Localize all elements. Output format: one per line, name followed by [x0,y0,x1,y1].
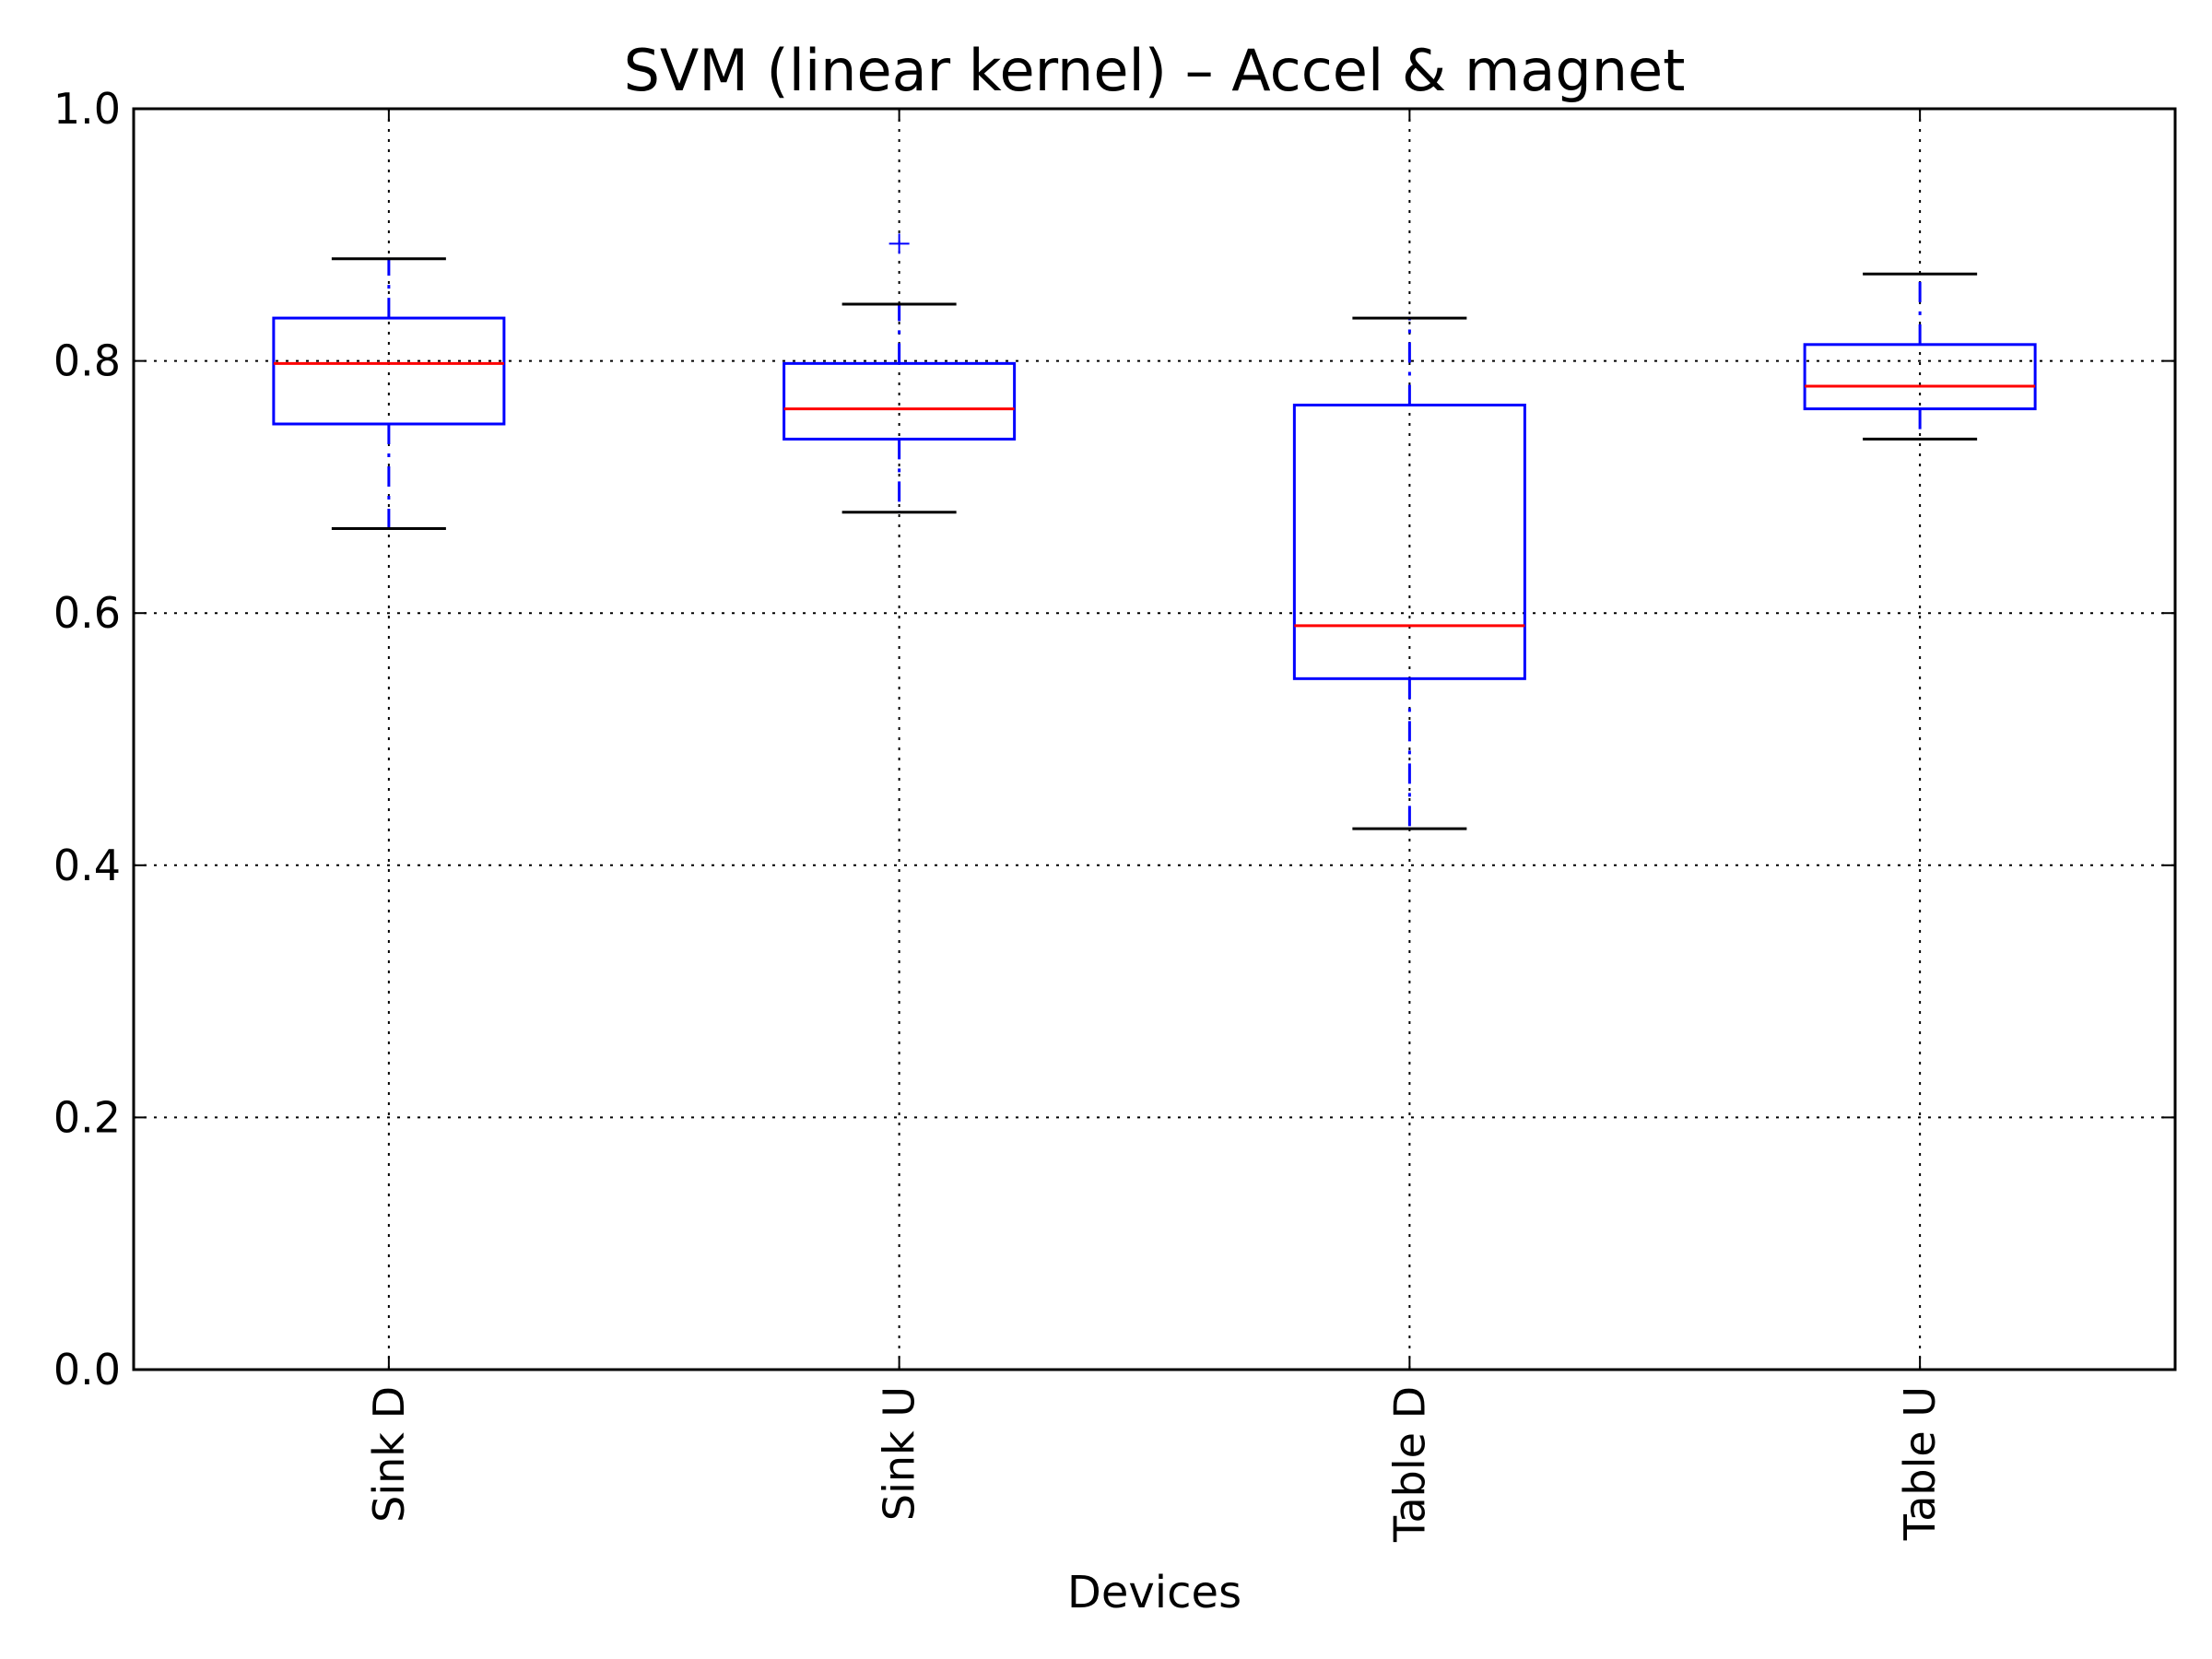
x-tick-label: Sink U [875,1386,924,1521]
box-table-u [1803,272,2037,441]
box-sink-u [782,233,1017,514]
y-tick-label: 0.6 [53,588,121,638]
box-sink-d [272,257,506,531]
x-tick-label: Sink D [364,1386,414,1523]
y-tick-label: 0.0 [53,1345,121,1394]
y-tick-label: 0.8 [53,336,121,386]
axis-ticks: 0.0 0.2 0.4 0.6 0.8 1.0 Sink D Sink U Table D Tab… [53,84,2175,1543]
outlier-marker [888,233,910,254]
iqr-box [782,361,1017,441]
y-tick-label: 1.0 [53,84,121,134]
chart-title: SVM (linear kernel) – Accel & magnet [624,37,1686,104]
iqr-box [1803,343,2037,411]
plot-frame [132,107,2177,1371]
y-tick-label: 0.2 [53,1092,121,1142]
x-axis-label: Devices [1067,1567,1241,1618]
x-tick-label: Table U [1895,1386,1945,1541]
box-table-d [1292,316,1526,830]
boxes-layer [272,233,2037,830]
y-tick-label: 0.4 [53,841,121,890]
iqr-box [1292,403,1526,680]
x-tick-label: Table D [1384,1386,1434,1543]
iqr-box [272,316,506,426]
grid-lines [134,109,2175,1370]
